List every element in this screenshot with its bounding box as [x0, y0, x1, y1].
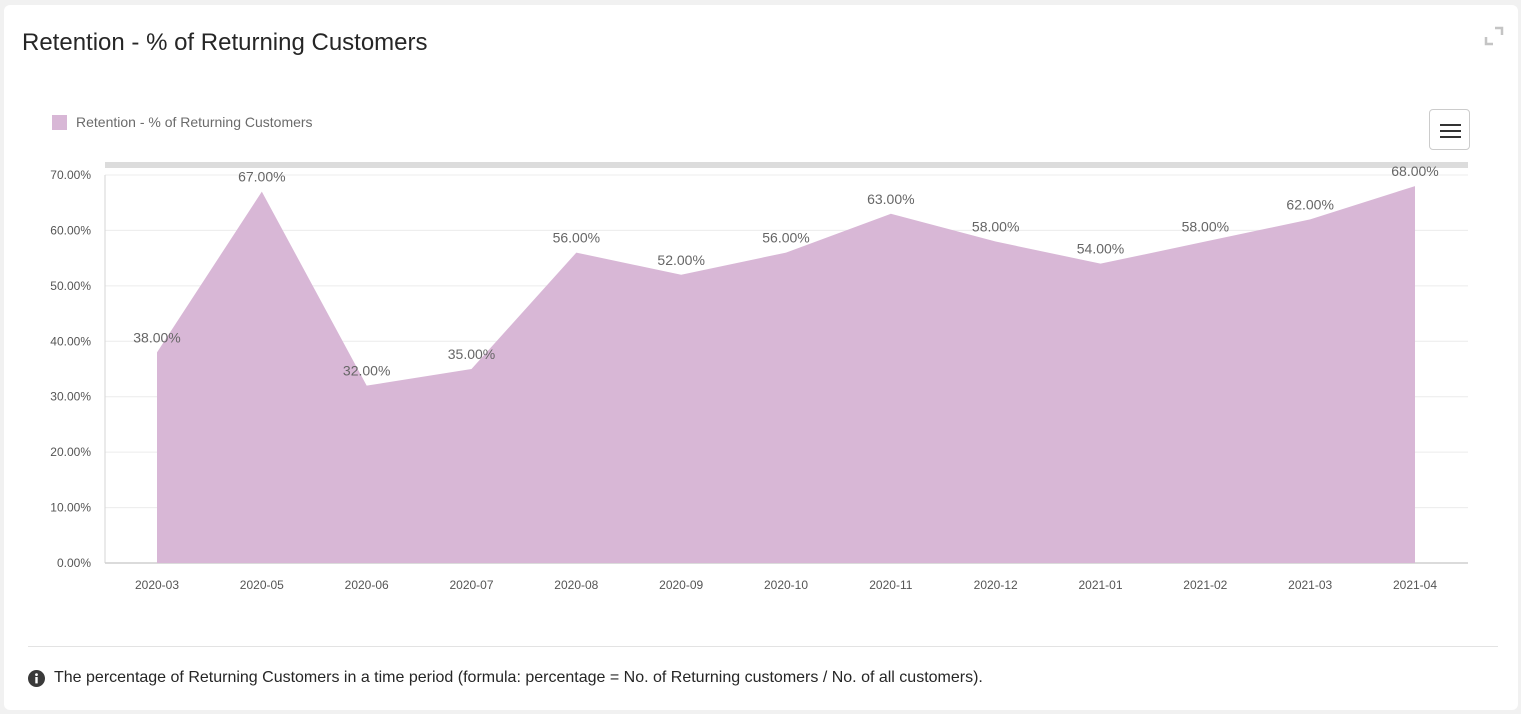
y-tick-label: 70.00%	[50, 168, 91, 182]
data-label: 62.00%	[1286, 196, 1333, 212]
x-tick-label: 2020-07	[449, 578, 493, 592]
x-tick-label: 2020-09	[659, 578, 703, 592]
legend-swatch	[52, 114, 67, 130]
y-tick-label: 0.00%	[57, 556, 91, 570]
x-tick-label: 2021-03	[1288, 578, 1332, 592]
data-label: 56.00%	[762, 230, 809, 246]
y-tick-label: 20.00%	[50, 445, 91, 459]
x-tick-label: 2020-12	[974, 578, 1018, 592]
chart-title: Retention - % of Returning Customers	[22, 29, 428, 56]
footnote-text: The percentage of Returning Customers in…	[54, 669, 983, 686]
data-label: 56.00%	[553, 230, 600, 246]
hamburger-menu-icon-bar	[1440, 136, 1461, 138]
data-label: 52.00%	[657, 252, 704, 268]
data-label: 67.00%	[238, 169, 285, 185]
legend-item[interactable]: Retention - % of Returning Customers	[52, 114, 313, 130]
y-tick-label: 10.00%	[50, 501, 91, 515]
chart-area: 0.00% 10.00% 20.00% 30.00% 40.00% 50.00% 60.00…	[50, 162, 1468, 592]
data-label: 68.00%	[1391, 163, 1438, 179]
legend-label: Retention - % of Returning Customers	[76, 114, 313, 130]
data-label: 38.00%	[133, 329, 180, 345]
expand-icon[interactable]	[1482, 24, 1506, 48]
y-tick-label: 50.00%	[50, 279, 91, 293]
y-tick-label: 60.00%	[50, 223, 91, 237]
data-label: 54.00%	[1077, 241, 1124, 257]
x-tick-label: 2021-01	[1078, 578, 1122, 592]
x-tick-label: 2020-11	[869, 578, 912, 592]
x-tick-label: 2020-03	[135, 578, 179, 592]
x-tick-label: 2021-02	[1183, 578, 1227, 592]
x-tick-label: 2020-05	[240, 578, 284, 592]
hamburger-menu-icon	[1440, 124, 1461, 126]
x-tick-label: 2020-10	[764, 578, 808, 592]
data-label: 58.00%	[972, 219, 1019, 235]
y-tick-label: 40.00%	[50, 334, 91, 348]
x-tick-label: 2021-04	[1393, 578, 1437, 592]
hamburger-menu-icon-bar	[1440, 130, 1461, 132]
data-label: 32.00%	[343, 363, 390, 379]
chart-card: Retention - % of Returning Customers Ret…	[4, 5, 1518, 710]
x-tick-label: 2020-08	[554, 578, 598, 592]
data-label: 35.00%	[448, 346, 495, 362]
info-icon	[28, 669, 45, 687]
data-label: 58.00%	[1182, 219, 1229, 235]
divider	[28, 646, 1498, 647]
data-label: 63.00%	[867, 191, 914, 207]
y-tick-label: 30.00%	[50, 390, 91, 404]
footnote: The percentage of Returning Customers in…	[28, 669, 983, 687]
top-band	[105, 162, 1468, 168]
chart-menu-button[interactable]	[1429, 109, 1470, 150]
x-tick-label: 2020-06	[345, 578, 389, 592]
series-area	[157, 186, 1415, 564]
